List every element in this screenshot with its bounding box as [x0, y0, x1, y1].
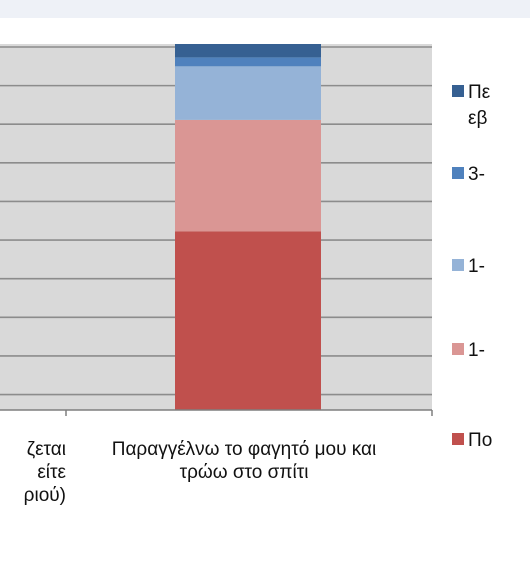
legend-label: Πο [468, 428, 492, 454]
x-tick-label-0: ζεται είτε ριού) [0, 438, 66, 507]
x-tick-label-1: Παραγγέλνω το φαγητό μου και τρώω στο σπί… [94, 438, 394, 484]
x-tick-label-line: είτε [37, 462, 66, 483]
legend-label: Πε εβ [468, 80, 490, 132]
legend-label-line: 3- [468, 164, 485, 185]
legend-item: Πο [452, 428, 492, 454]
legend-swatch [452, 259, 464, 271]
x-tick-label-line: τρώω στο σπίτι [179, 462, 309, 483]
legend-label-line: Πο [468, 430, 493, 451]
bar-segment-0 [175, 231, 321, 410]
legend-item: 3- [452, 162, 485, 188]
x-tick-label-line: Παραγγέλνω το φαγητό μου και [111, 439, 377, 460]
bar-segment-4 [175, 44, 321, 58]
legend-item: 1- [452, 338, 485, 364]
legend-swatch [452, 167, 464, 179]
legend-label: 3- [468, 162, 485, 188]
legend-swatch [452, 85, 464, 97]
legend-label-line: 1- [468, 340, 485, 361]
bar-segment-1 [175, 119, 321, 232]
x-tick-label-line: ριού) [23, 485, 66, 506]
legend-swatch [452, 433, 464, 445]
top-band [0, 0, 530, 18]
legend-item: 1- [452, 254, 485, 280]
legend-label-line: Πε [468, 82, 491, 103]
bar-segment-3 [175, 57, 321, 67]
legend-label-line: 1- [468, 256, 485, 277]
legend-swatch [452, 343, 464, 355]
legend-item: Πε εβ [452, 80, 490, 132]
legend-label-line: εβ [468, 108, 488, 129]
legend-label: 1- [468, 254, 485, 280]
legend-label: 1- [468, 338, 485, 364]
bar-segment-2 [175, 66, 321, 120]
x-tick-label-line: ζεται [26, 439, 66, 460]
